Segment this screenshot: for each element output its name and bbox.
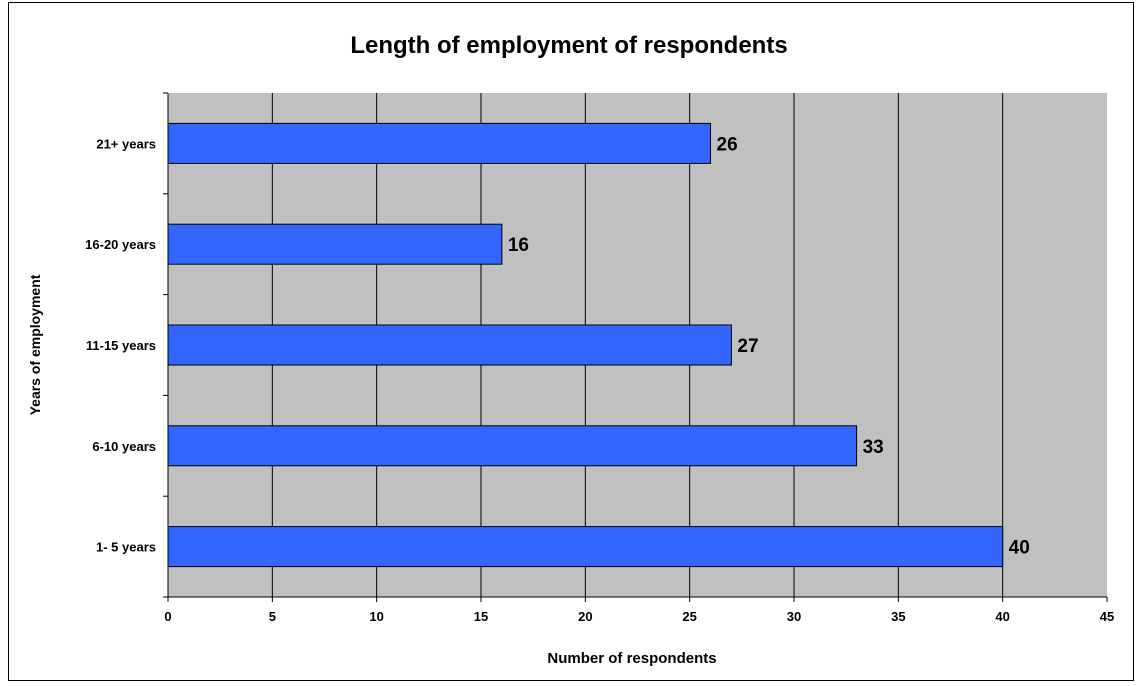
- x-tick-label: 35: [891, 609, 905, 624]
- data-labels: 26 16 27 33 40: [508, 134, 1030, 558]
- y-tick-label: 6-10 years: [92, 439, 156, 454]
- data-label: 33: [863, 437, 884, 458]
- data-label: 40: [1009, 538, 1030, 559]
- x-tick-label: 25: [682, 609, 696, 624]
- bar: [167, 425, 858, 467]
- y-tick-label: 21+ years: [96, 136, 156, 151]
- x-tick-label: 0: [164, 609, 171, 624]
- y-axis-label: Years of employment: [27, 274, 43, 415]
- x-tick-label: 20: [578, 609, 592, 624]
- x-tick-label: 10: [369, 609, 383, 624]
- axes: [163, 92, 1108, 602]
- x-tick-labels: 0 5 10 15 20 25 30 35 40 45: [164, 609, 1114, 624]
- bar: [167, 324, 732, 366]
- data-label: 26: [717, 134, 738, 155]
- x-tick-label: 30: [787, 609, 801, 624]
- bar: [167, 122, 712, 164]
- y-tick-labels: 21+ years 16-20 years 11-15 years 6-10 year…: [85, 136, 156, 554]
- x-tick-label: 45: [1100, 609, 1114, 624]
- chart-title: Length of employment of respondents: [350, 32, 787, 59]
- x-axis-label: Number of respondents: [547, 650, 716, 667]
- x-tick-label: 15: [474, 609, 488, 624]
- bar: [167, 526, 1004, 568]
- x-tick-label: 5: [269, 609, 276, 624]
- x-tick-label: 40: [995, 609, 1009, 624]
- y-tick-label: 1- 5 years: [96, 540, 156, 555]
- y-tick-label: 11-15 years: [86, 338, 156, 353]
- y-tick-label: 16-20 years: [85, 237, 156, 252]
- bar: [167, 223, 503, 265]
- data-label: 27: [737, 336, 758, 357]
- data-label: 16: [508, 235, 529, 256]
